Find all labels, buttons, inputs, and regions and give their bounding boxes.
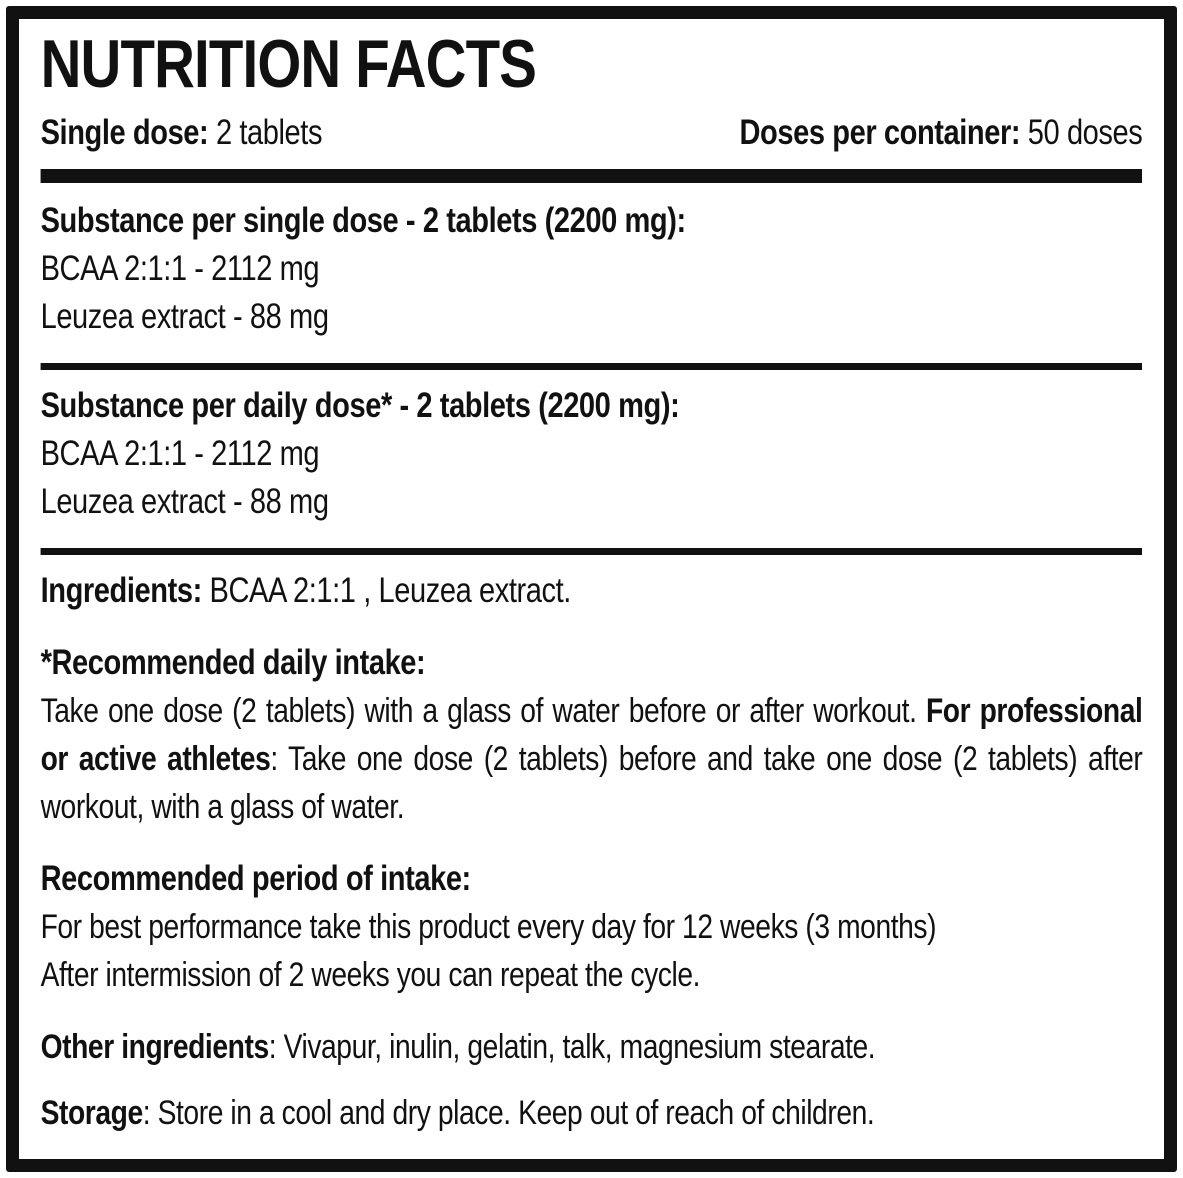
doses-per-container: Doses per container: 50 doses xyxy=(739,109,1142,157)
recommended-daily-intake-section: *Recommended daily intake: Take one dose… xyxy=(41,639,1143,831)
substance-single-dose-heading: Substance per single dose - 2 tablets (2… xyxy=(40,201,687,240)
storage-value: : Store in a cool and dry place. Keep ou… xyxy=(142,1094,875,1132)
divider-medium xyxy=(40,548,1143,555)
other-ingredients-line: Other ingredients: Vivapur, inulin, gela… xyxy=(41,1023,1143,1071)
substance-daily-dose-heading: Substance per daily dose* - 2 tablets (2… xyxy=(40,386,680,425)
daily-intake-text-part1: Take one dose (2 tablets) with a glass o… xyxy=(40,692,926,730)
ingredients-value: BCAA 2:1:1 , Leuzea extract. xyxy=(201,571,571,610)
divider-medium xyxy=(40,363,1143,370)
single-dose-value: 2 tablets xyxy=(208,113,323,152)
doses-per-container-label: Doses per container: xyxy=(739,113,1021,152)
substance-line-leuzea: Leuzea extract - 88 mg xyxy=(40,297,329,336)
daily-intake-text-part2: : Take one dose (2 tablets) before and t… xyxy=(40,740,1143,826)
substance-line-bcaa: BCAA 2:1:1 - 2112 mg xyxy=(40,249,320,288)
divider-thick xyxy=(40,169,1143,183)
label-content: NUTRITION FACTS Single dose: 2 tablets D… xyxy=(19,19,1164,1137)
dose-summary-row: Single dose: 2 tablets Doses per contain… xyxy=(41,109,1143,157)
other-ingredients-label: Other ingredients xyxy=(40,1028,270,1066)
substance-line-leuzea: Leuzea extract - 88 mg xyxy=(40,482,329,521)
doses-per-container-value: 50 doses xyxy=(1020,113,1143,152)
recommended-period-section: Recommended period of intake: For best p… xyxy=(41,855,1143,999)
ingredients-label: Ingredients: xyxy=(40,571,203,610)
ingredients-line: Ingredients: BCAA 2:1:1 , Leuzea extract… xyxy=(41,567,1143,615)
recommended-period-text: For best performance take this product e… xyxy=(40,908,937,994)
substance-line-bcaa: BCAA 2:1:1 - 2112 mg xyxy=(40,434,320,473)
recommended-daily-intake-text: Take one dose (2 tablets) with a glass o… xyxy=(41,687,1143,831)
single-dose-label: Single dose: xyxy=(40,113,209,152)
storage-line: Storage: Store in a cool and dry place. … xyxy=(41,1089,1143,1137)
single-dose: Single dose: 2 tablets xyxy=(40,109,323,157)
substance-daily-dose-section: Substance per daily dose* - 2 tablets (2… xyxy=(41,382,1143,526)
recommended-daily-intake-heading: *Recommended daily intake: xyxy=(40,643,426,682)
daily-intake-text-bold: For professional or active athletes xyxy=(40,692,1143,778)
page-title: NUTRITION FACTS xyxy=(40,26,537,102)
storage-label: Storage xyxy=(40,1094,144,1132)
other-ingredients-value: : Vivapur, inulin, gelatin, talk, magnes… xyxy=(268,1028,876,1066)
substance-single-dose-section: Substance per single dose - 2 tablets (2… xyxy=(41,197,1143,341)
nutrition-facts-label: NUTRITION FACTS Single dose: 2 tablets D… xyxy=(6,6,1177,1172)
recommended-period-heading: Recommended period of intake: xyxy=(40,859,472,898)
